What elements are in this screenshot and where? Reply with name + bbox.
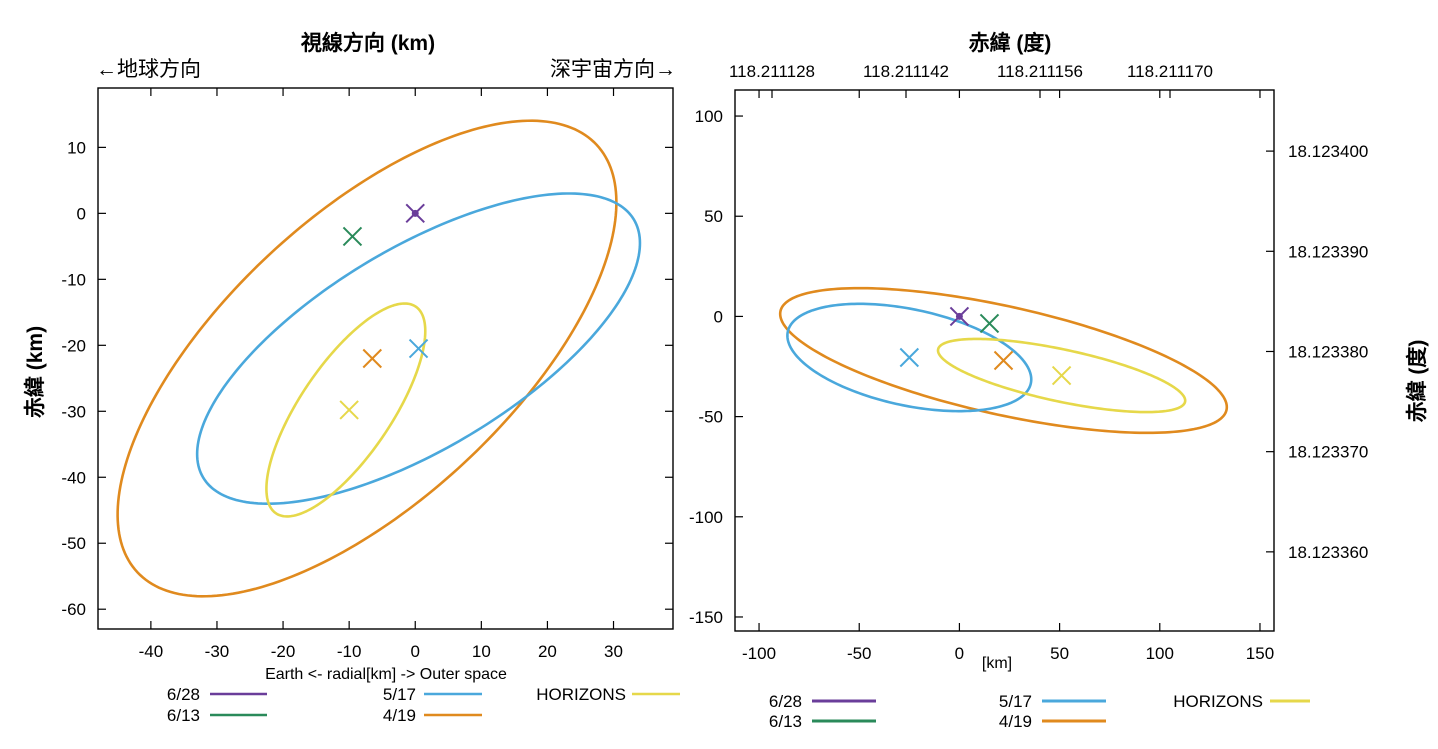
left-legend-label: 6/13 [167, 706, 200, 725]
right-legend-label: 6/13 [769, 712, 802, 731]
right-point-horizons [1051, 365, 1072, 386]
left-point-5-17 [408, 338, 429, 359]
left-y-axis: 10 0 -10 -20 -30 -40 -50 -60 [61, 138, 673, 619]
right-declination-tick-label: 18.123380 [1288, 342, 1368, 361]
right-declination-tick-label: 18.123390 [1288, 242, 1368, 261]
left-legend: 6/28 6/13 5/17 4/19 HORIZONS [167, 685, 680, 725]
right-legend-item-5-17: 5/17 [999, 692, 1106, 711]
right-chart: 赤緯 (度) 118.211128 118.211142 118.211156 118… [689, 31, 1429, 731]
left-y-tick-label: -20 [61, 336, 86, 355]
right-declination-tick-label: 18.123400 [1288, 142, 1368, 161]
right-point-6-28 [949, 306, 970, 327]
right-declination-tick-label: 18.123360 [1288, 543, 1368, 562]
left-earth-direction-label: ←地球方向 [96, 58, 201, 81]
right-y-tick-label: -100 [689, 508, 723, 527]
right-point-4-19 [993, 350, 1014, 371]
right-top-axis-label: 118.211142 [863, 62, 949, 81]
right-y-axis-label: 赤緯 (度) [1405, 340, 1429, 423]
left-legend-item-4-19: 4/19 [383, 706, 482, 725]
right-x-tick-label: 50 [1050, 644, 1069, 663]
right-legend: 6/286/13 5/174/19 HORIZONS [769, 692, 1310, 731]
right-declination-axis: 18.123400 18.123390 18.123380 18.123370 18.1… [1266, 142, 1368, 562]
right-point-6-13 [979, 313, 1000, 334]
right-y-axis: 100 50 0 -50 -100 -150 [689, 107, 743, 627]
left-x-axis-label: Earth <- radial[km] -> Outer space [265, 666, 507, 683]
right-legend-item-6-13: 6/13 [769, 712, 876, 731]
right-x-tick-label: -100 [742, 644, 776, 663]
right-ellipse-horizons [936, 337, 1187, 414]
left-legend-item-5-17: 5/17 [383, 685, 482, 704]
left-y-tick-label: 10 [67, 138, 86, 157]
left-y-tick-label: -40 [61, 468, 86, 487]
right-legend-item-6-28: 6/28 [769, 692, 876, 711]
left-x-tick-label: -30 [205, 642, 230, 661]
right-x-tick-label: -50 [847, 644, 872, 663]
left-y-tick-label: -10 [61, 270, 86, 289]
right-y-tick-label: 50 [704, 207, 723, 226]
left-x-tick-label: 10 [472, 642, 491, 661]
right-top-axis-label: 118.211170 [1127, 62, 1213, 81]
left-legend-label: 4/19 [383, 706, 416, 725]
left-x-tick-label: -20 [271, 642, 296, 661]
right-y-tick-label: 100 [695, 107, 723, 126]
right-ellipses [778, 286, 1229, 435]
right-top-axis-label: 118.211156 [997, 62, 1083, 81]
left-point-horizons [339, 400, 359, 420]
right-legend-label: 6/28 [769, 692, 802, 711]
left-ellipse-5-17 [195, 192, 642, 506]
right-x-axis: -100 -50 0 50 100 150 [742, 90, 1274, 663]
left-chart: 視線方向 (km) ←地球方向 深宇宙方向→ -40 -30 -20 -10 0 10 20… [23, 31, 680, 725]
left-point-4-19 [362, 348, 382, 369]
right-top-axis-label: 118.211128 [729, 62, 815, 81]
left-legend-item-6-13: 6/13 [167, 706, 267, 725]
left-point-6-13 [342, 226, 363, 247]
left-y-tick-label: -60 [61, 600, 86, 619]
left-legend-item-6-28: 6/28 [167, 685, 267, 704]
right-legend-item-4-19: 4/19 [999, 712, 1106, 731]
left-legend-item-horizons: HORIZONS [536, 685, 680, 704]
right-declination-tick-label: 18.123370 [1288, 443, 1368, 462]
right-ellipse-4-19 [778, 286, 1229, 435]
right-chart-title: 赤緯 (度) [969, 31, 1052, 55]
right-legend-label: HORIZONS [1173, 692, 1263, 711]
right-y-tick-label: -50 [698, 408, 723, 427]
right-ellipse-5-17 [786, 302, 1033, 413]
left-point-6-28 [405, 203, 425, 224]
right-legend-label: 4/19 [999, 712, 1032, 731]
left-ellipses [116, 119, 642, 598]
right-y-tick-label: -150 [689, 608, 723, 627]
left-plot-frame [97, 87, 674, 630]
left-x-tick-label: -40 [139, 642, 164, 661]
left-y-tick-label: -30 [61, 402, 86, 421]
right-x-tick-label: 100 [1146, 644, 1174, 663]
right-point-5-17 [899, 347, 920, 368]
left-deep-space-direction-label: 深宇宙方向→ [550, 58, 676, 81]
right-legend-item-horizons: HORIZONS [1173, 692, 1310, 711]
right-x-tick-label: 0 [955, 644, 964, 663]
left-y-tick-label: 0 [77, 204, 86, 223]
left-ellipse-horizons [265, 302, 427, 518]
right-points [899, 306, 1072, 386]
right-top-axis-labels: 118.211128 118.211142 118.211156 118.211170 [729, 62, 1213, 98]
left-x-axis: -40 -30 -20 -10 0 10 20 30 [139, 88, 623, 661]
left-x-tick-label: 30 [604, 642, 623, 661]
right-x-axis-label: [km] [982, 655, 1012, 672]
left-x-tick-label: 0 [411, 642, 420, 661]
left-legend-label: HORIZONS [536, 685, 626, 704]
left-ellipse-4-19 [116, 119, 618, 598]
left-y-tick-label: -50 [61, 534, 86, 553]
right-x-tick-label: 150 [1246, 644, 1274, 663]
right-legend-label: 5/17 [999, 692, 1032, 711]
left-legend-label: 6/28 [167, 685, 200, 704]
left-chart-title: 視線方向 (km) [300, 31, 435, 55]
left-x-tick-label: 20 [538, 642, 557, 661]
left-x-tick-label: -10 [337, 642, 362, 661]
right-y-tick-label: 0 [714, 307, 723, 326]
left-points [339, 203, 429, 420]
right-plot-frame [734, 89, 1275, 632]
left-y-axis-label: 赤緯 (km) [23, 326, 47, 418]
left-legend-label: 5/17 [383, 685, 416, 704]
